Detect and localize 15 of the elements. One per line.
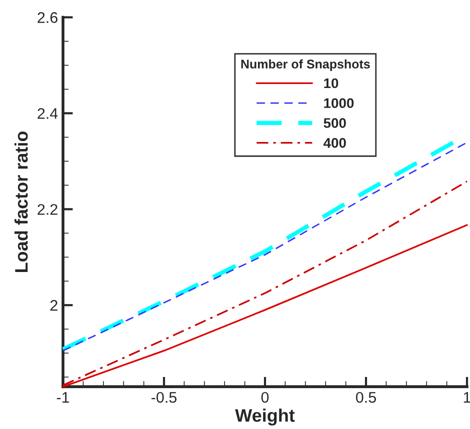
x-tick-label: 0	[261, 392, 269, 403]
legend-label: 1000	[324, 98, 354, 108]
x-axis-title: Weight	[235, 408, 295, 426]
legend-label: 10	[324, 78, 338, 88]
x-tick-label: -1	[56, 392, 70, 403]
y-tick-label: 2.4	[38, 108, 58, 119]
y-axis-title: Load factor ratio	[14, 131, 28, 272]
x-tick-label: 0.5	[356, 392, 376, 403]
legend-label: 500	[324, 118, 346, 128]
legend-label: 400	[323, 138, 346, 148]
y-tick-label: 2.6	[38, 12, 58, 23]
legend-title: Number of Snapshots	[241, 59, 370, 72]
x-tick-label: -0.5	[152, 392, 177, 403]
y-tick-label: 2	[50, 300, 58, 311]
y-tick-label: 2.2	[38, 204, 58, 215]
